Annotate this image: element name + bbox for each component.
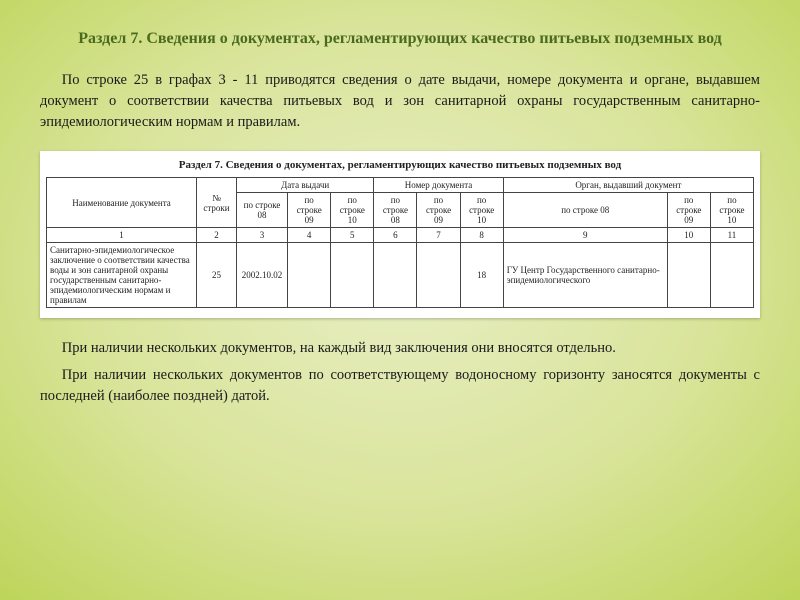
th-sub: по строке 10 <box>460 193 503 228</box>
th-auth-group: Орган, выдавший документ <box>503 178 753 193</box>
num-cell: 10 <box>667 228 710 243</box>
th-sub: по строке 08 <box>237 193 288 228</box>
paragraph-note-2: При наличии нескольких документов по соо… <box>40 365 760 407</box>
th-date-group: Дата выдачи <box>237 178 374 193</box>
th-sub: по строке 10 <box>331 193 374 228</box>
num-cell: 7 <box>417 228 460 243</box>
data-cell <box>374 243 417 308</box>
num-cell: 11 <box>710 228 753 243</box>
table-title: Раздел 7. Сведения о документах, регламе… <box>46 159 754 171</box>
table-container: Раздел 7. Сведения о документах, регламе… <box>40 151 760 318</box>
data-cell: ГУ Центр Государственного санитарно-эпид… <box>503 243 667 308</box>
paragraph-note-1: При наличии нескольких документов, на ка… <box>40 338 760 359</box>
data-cell <box>710 243 753 308</box>
paragraph-intro: По строке 25 в графах 3 - 11 приводятся … <box>40 70 760 133</box>
th-num-group: Номер документа <box>374 178 503 193</box>
th-rownum: № строки <box>197 178 237 228</box>
data-cell <box>288 243 331 308</box>
section-heading: Раздел 7. Сведения о документах, регламе… <box>40 28 760 50</box>
data-cell <box>667 243 710 308</box>
num-cell: 9 <box>503 228 667 243</box>
num-cell: 6 <box>374 228 417 243</box>
num-cell: 5 <box>331 228 374 243</box>
th-sub: по строке 09 <box>417 193 460 228</box>
num-cell: 3 <box>237 228 288 243</box>
th-name: Наименование документа <box>47 178 197 228</box>
th-sub: по строке 09 <box>288 193 331 228</box>
data-cell: 2002.10.02 <box>237 243 288 308</box>
num-cell: 1 <box>47 228 197 243</box>
num-cell: 4 <box>288 228 331 243</box>
num-cell: 8 <box>460 228 503 243</box>
data-name-cell: Санитарно-эпидемиологическое заключение … <box>47 243 197 308</box>
th-sub: по строке 08 <box>374 193 417 228</box>
data-cell <box>331 243 374 308</box>
th-sub: по строке 08 <box>503 193 667 228</box>
th-sub: по строке 09 <box>667 193 710 228</box>
data-cell: 25 <box>197 243 237 308</box>
th-sub: по строке 10 <box>710 193 753 228</box>
data-cell <box>417 243 460 308</box>
data-cell: 18 <box>460 243 503 308</box>
documents-table: Наименование документа № строки Дата выд… <box>46 177 754 308</box>
num-cell: 2 <box>197 228 237 243</box>
